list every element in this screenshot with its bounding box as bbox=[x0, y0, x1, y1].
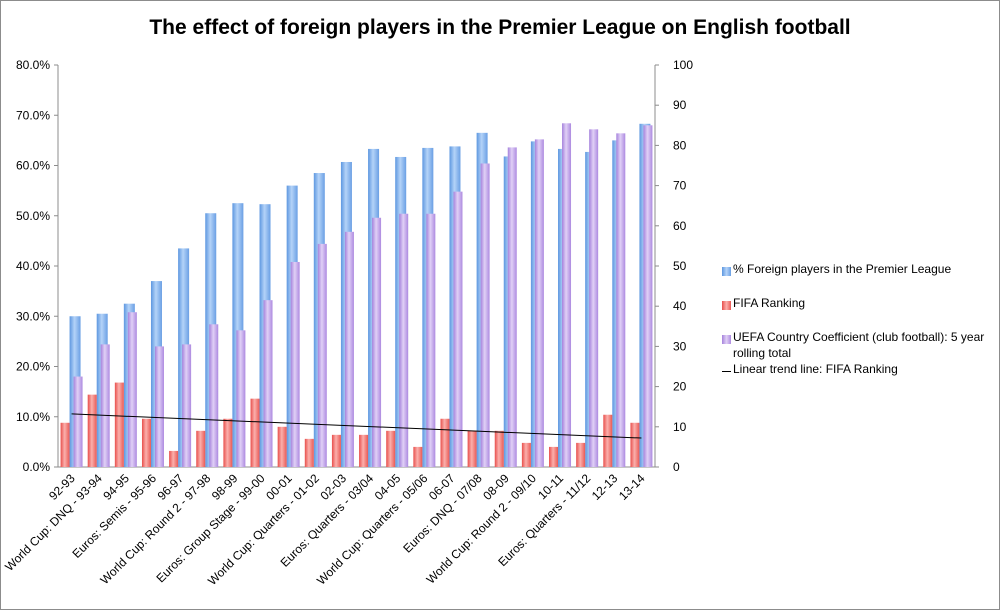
right-axis-tick-label: 0 bbox=[673, 460, 680, 474]
bar-uefa-coefficient bbox=[154, 346, 164, 467]
chart-title: The effect of foreign players in the Pre… bbox=[149, 16, 851, 39]
bar-uefa-coefficient bbox=[127, 312, 137, 467]
bar-fifa-ranking bbox=[87, 394, 97, 467]
bar-fifa-ranking bbox=[277, 426, 287, 467]
x-axis-category-label: 12-13 bbox=[589, 471, 621, 503]
left-axis-tick-label: 60.0% bbox=[16, 159, 50, 173]
bar-fifa-ranking bbox=[359, 434, 369, 467]
left-axis-tick-label: 0.0% bbox=[23, 460, 51, 474]
legend-line-black bbox=[722, 371, 731, 372]
bar-fifa-ranking bbox=[549, 446, 559, 467]
bar-fifa-ranking bbox=[60, 422, 70, 467]
legend-swatch-purple bbox=[722, 335, 731, 344]
right-axis-tick-label: 70 bbox=[673, 179, 687, 193]
bar-uefa-coefficient bbox=[344, 231, 354, 467]
bar-fifa-ranking bbox=[250, 398, 260, 467]
right-axis-tick-label: 10 bbox=[673, 420, 687, 434]
left-axis-tick-label: 20.0% bbox=[16, 360, 50, 374]
right-axis-tick-label: 20 bbox=[673, 380, 687, 394]
bar-uefa-coefficient bbox=[290, 261, 300, 467]
bar-uefa-coefficient bbox=[453, 191, 463, 467]
bar-fifa-ranking bbox=[141, 418, 151, 467]
legend-swatch-red bbox=[722, 301, 731, 310]
legend-item-fifa-ranking: FIFA Ranking bbox=[722, 295, 994, 311]
left-axis-tick-label: 30.0% bbox=[16, 309, 50, 323]
bar-fifa-ranking bbox=[521, 442, 531, 467]
bar-uefa-coefficient bbox=[507, 147, 517, 467]
bar-uefa-coefficient bbox=[562, 123, 572, 467]
right-axis-tick-label: 80 bbox=[673, 138, 687, 152]
bar-uefa-coefficient bbox=[426, 213, 436, 467]
bar-uefa-coefficient bbox=[263, 300, 273, 467]
right-axis-tick-label: 50 bbox=[673, 259, 687, 273]
bar-uefa-coefficient bbox=[399, 213, 409, 467]
bar-fifa-ranking bbox=[467, 430, 477, 467]
bar-uefa-coefficient bbox=[480, 163, 490, 468]
bar-fifa-ranking bbox=[494, 430, 504, 467]
bar-uefa-coefficient bbox=[317, 243, 327, 467]
legend-item-trend-line: Linear trend line: FIFA Ranking bbox=[722, 361, 994, 377]
bar-uefa-coefficient bbox=[73, 376, 83, 467]
bar-uefa-coefficient bbox=[182, 344, 192, 467]
bar-uefa-coefficient bbox=[236, 330, 246, 467]
bar-fifa-ranking bbox=[413, 446, 423, 467]
left-axis-tick-label: 40.0% bbox=[16, 259, 50, 273]
legend-item-foreign-players: % Foreign players in the Premier League bbox=[722, 261, 994, 277]
trend-line-fifa-ranking bbox=[71, 413, 642, 439]
legend-swatch-blue bbox=[722, 267, 731, 276]
right-axis-tick-label: 60 bbox=[673, 219, 687, 233]
legend-label: Linear trend line: FIFA Ranking bbox=[733, 362, 898, 376]
bar-uefa-coefficient bbox=[589, 129, 599, 467]
left-axis-tick-label: 80.0% bbox=[16, 58, 50, 72]
bar-uefa-coefficient bbox=[372, 217, 382, 467]
legend-label: % Foreign players in the Premier League bbox=[733, 262, 952, 276]
left-axis-tick-label: 70.0% bbox=[16, 108, 50, 122]
legend-label: FIFA Ranking bbox=[733, 296, 806, 310]
bar-fifa-ranking bbox=[603, 414, 613, 467]
right-axis-tick-label: 40 bbox=[673, 299, 687, 313]
bar-fifa-ranking bbox=[169, 450, 179, 467]
legend-label: UEFA Country Coefficient (club football)… bbox=[733, 330, 985, 360]
bar-uefa-coefficient bbox=[100, 344, 110, 467]
bar-fifa-ranking bbox=[386, 430, 396, 467]
bar-uefa-coefficient bbox=[209, 324, 219, 467]
bar-fifa-ranking bbox=[630, 422, 640, 467]
bar-uefa-coefficient bbox=[616, 133, 626, 467]
bar-fifa-ranking bbox=[196, 430, 206, 467]
bar-fifa-ranking bbox=[223, 418, 233, 467]
x-axis-category-label: 13-14 bbox=[616, 471, 648, 503]
bar-uefa-coefficient bbox=[643, 125, 653, 468]
left-axis-tick-label: 50.0% bbox=[16, 209, 50, 223]
bar-fifa-ranking bbox=[304, 438, 314, 467]
bar-fifa-ranking bbox=[440, 418, 450, 467]
left-axis-tick-label: 10.0% bbox=[16, 410, 50, 424]
bar-uefa-coefficient bbox=[534, 139, 544, 467]
right-axis-tick-label: 100 bbox=[673, 58, 693, 72]
bar-fifa-ranking bbox=[331, 434, 341, 467]
bar-fifa-ranking bbox=[114, 382, 124, 467]
right-axis-tick-label: 30 bbox=[673, 339, 687, 353]
legend-item-uefa-coefficient: UEFA Country Coefficient (club football)… bbox=[722, 329, 994, 361]
right-axis-tick-label: 90 bbox=[673, 98, 687, 112]
bar-fifa-ranking bbox=[576, 442, 586, 467]
